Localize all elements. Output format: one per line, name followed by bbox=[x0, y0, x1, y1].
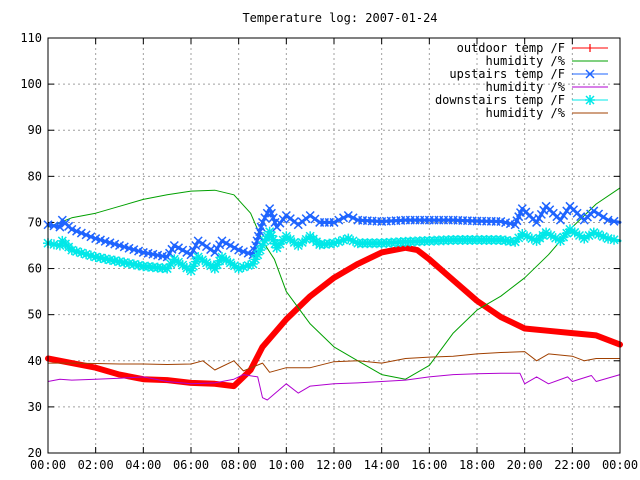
series-point-2 bbox=[559, 210, 569, 221]
series-group bbox=[43, 187, 623, 401]
y-tick-label: 80 bbox=[28, 169, 42, 183]
series-point-2 bbox=[343, 210, 353, 221]
series-point-2 bbox=[81, 230, 91, 240]
y-tick-label: 70 bbox=[28, 215, 42, 229]
series-point-2 bbox=[555, 215, 565, 225]
series-point-2 bbox=[188, 245, 198, 255]
series-line-5 bbox=[47, 351, 621, 373]
x-tick-label: 02:00 bbox=[78, 458, 114, 472]
y-tick-label: 90 bbox=[28, 123, 42, 137]
series-point-2 bbox=[589, 206, 599, 216]
y-tick-label: 110 bbox=[20, 31, 42, 45]
series-point-2 bbox=[339, 213, 349, 223]
series-point-2 bbox=[265, 204, 275, 214]
x-tick-label: 06:00 bbox=[173, 458, 209, 472]
series-point-2 bbox=[257, 217, 268, 227]
series-point-2 bbox=[329, 217, 339, 227]
series-point-2 bbox=[86, 232, 96, 242]
series-point-2 bbox=[201, 242, 212, 252]
series-point-2 bbox=[532, 217, 542, 227]
series-point-2 bbox=[191, 240, 201, 251]
series-point-2 bbox=[182, 247, 192, 257]
series-point-2 bbox=[169, 240, 179, 251]
series-point-2 bbox=[266, 208, 276, 218]
series-line-1 bbox=[47, 187, 621, 380]
series-point-2 bbox=[609, 216, 619, 226]
series-line-0 bbox=[45, 244, 623, 390]
series-point-2 bbox=[225, 240, 235, 251]
x-tick-label: 16:00 bbox=[411, 458, 447, 472]
series-line-3 bbox=[47, 372, 621, 401]
x-tick-label: 10:00 bbox=[268, 458, 304, 472]
series-point-4 bbox=[247, 258, 258, 269]
x-tick-label: 12:00 bbox=[316, 458, 352, 472]
x-tick-label: 14:00 bbox=[364, 458, 400, 472]
series-point-2 bbox=[310, 214, 320, 224]
series-point-2 bbox=[348, 213, 358, 223]
series-point-2 bbox=[193, 236, 203, 246]
x-tick-label: 18:00 bbox=[459, 458, 495, 472]
series-point-2 bbox=[305, 210, 315, 221]
series-point-2 bbox=[197, 239, 207, 249]
legend-label-0: outdoor temp /F bbox=[457, 41, 565, 55]
series-point-2 bbox=[594, 209, 604, 219]
y-tick-label: 30 bbox=[28, 400, 42, 414]
series-point-2 bbox=[334, 215, 344, 225]
plot-border bbox=[47, 37, 621, 454]
series-point-2 bbox=[598, 212, 608, 222]
series-point-2 bbox=[268, 213, 278, 223]
series-point-2 bbox=[260, 213, 270, 223]
legend-label-2: upstairs temp /F bbox=[449, 67, 565, 81]
series-point-2 bbox=[534, 213, 544, 223]
series-point-2 bbox=[76, 228, 86, 238]
x-tick-label: 00:00 bbox=[602, 458, 638, 472]
y-tick-label: 40 bbox=[28, 354, 42, 368]
series-point-2 bbox=[262, 208, 272, 218]
y-tick-label: 20 bbox=[28, 446, 42, 460]
series-point-2 bbox=[173, 243, 184, 253]
series-point-2 bbox=[72, 226, 82, 236]
legend-label-3: humidity /% bbox=[486, 80, 566, 94]
series-point-4 bbox=[252, 249, 263, 260]
series-point-4 bbox=[609, 234, 620, 245]
series-point-2 bbox=[221, 238, 231, 248]
series-point-4 bbox=[193, 252, 204, 263]
y-tick-label: 60 bbox=[28, 262, 42, 276]
legend-marker-4 bbox=[585, 95, 595, 105]
series-point-2 bbox=[67, 224, 77, 234]
x-tick-label: 00:00 bbox=[30, 458, 66, 472]
legend-label-5: humidity /% bbox=[486, 106, 566, 120]
y-tick-label: 50 bbox=[28, 308, 42, 322]
legend-label-4: downstairs temp /F bbox=[435, 93, 565, 107]
series-point-2 bbox=[536, 209, 546, 219]
chart-title: Temperature log: 2007-01-24 bbox=[242, 11, 437, 25]
series-point-2 bbox=[229, 243, 240, 253]
x-tick-label: 04:00 bbox=[125, 458, 161, 472]
series-point-2 bbox=[178, 245, 188, 255]
series-point-2 bbox=[55, 222, 65, 232]
x-tick-label: 08:00 bbox=[221, 458, 257, 472]
x-tick-label: 20:00 bbox=[507, 458, 543, 472]
legend-marker-2 bbox=[585, 69, 595, 79]
x-tick-label: 22:00 bbox=[554, 458, 590, 472]
axis-ticks: 20 30 40 50 60 70 80 90 100 110 00:00 02:00 04:00 06:… bbox=[20, 31, 638, 472]
y-tick-label: 100 bbox=[20, 77, 42, 91]
series-point-2 bbox=[217, 236, 227, 246]
legend-label-1: humidity /% bbox=[486, 54, 566, 68]
